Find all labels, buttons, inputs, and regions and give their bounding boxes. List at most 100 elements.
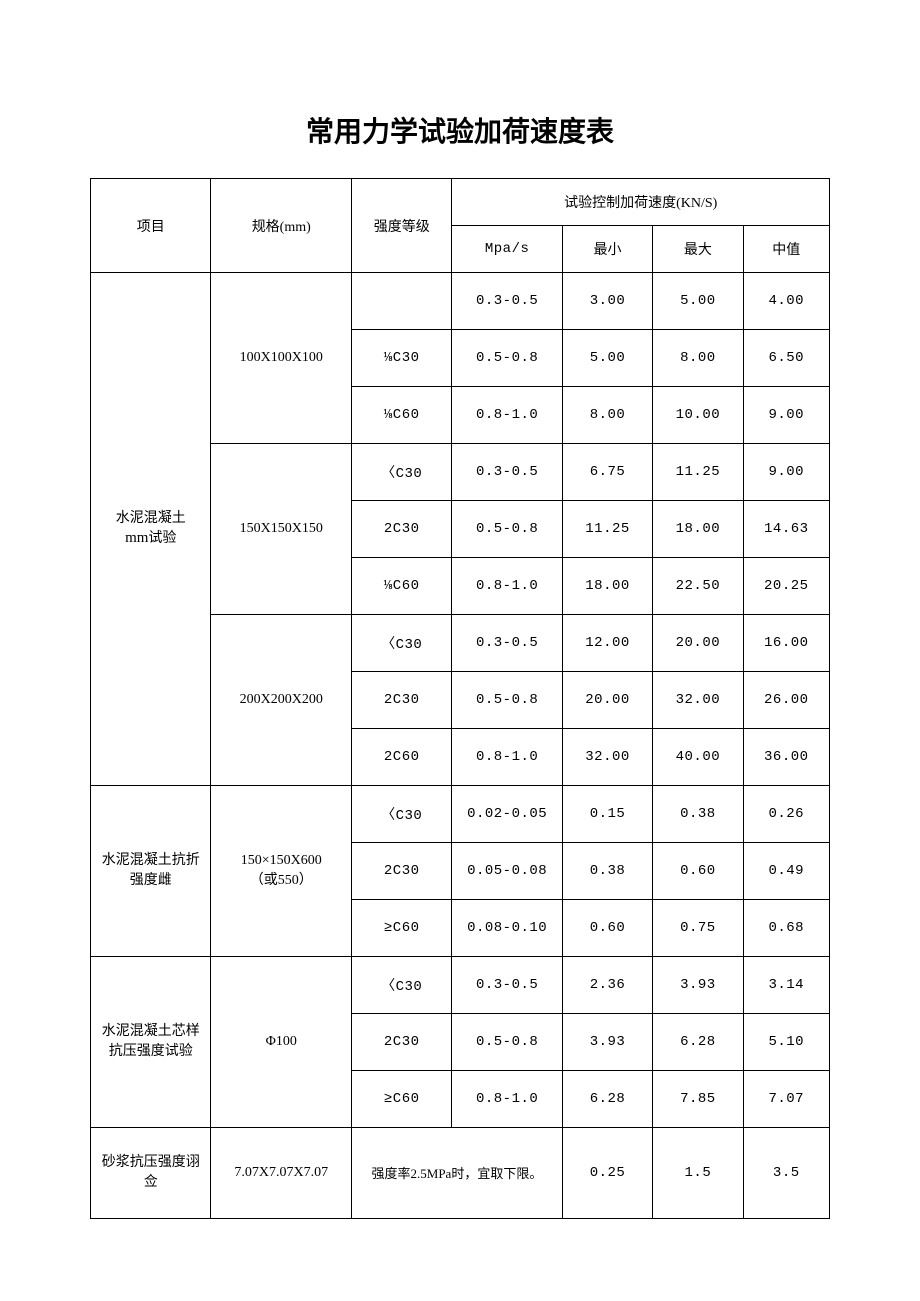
min-cell: 0.38 — [562, 843, 652, 900]
header-project: 项目 — [91, 179, 211, 273]
mid-cell: 9.00 — [743, 387, 829, 444]
mid-cell: 6.50 — [743, 330, 829, 387]
mid-cell: 3.5 — [743, 1128, 829, 1219]
max-cell: 20.00 — [653, 615, 743, 672]
min-cell: 0.60 — [562, 900, 652, 957]
header-speed-group: 试验控制加荷速度(KN/S) — [452, 179, 830, 226]
max-cell: 0.75 — [653, 900, 743, 957]
grade-cell: ≥C60 — [352, 1071, 452, 1128]
min-cell: 8.00 — [562, 387, 652, 444]
header-mid: 中值 — [743, 226, 829, 273]
grade-cell: ⅛C60 — [352, 558, 452, 615]
max-cell: 1.5 — [653, 1128, 743, 1219]
max-cell: 5.00 — [653, 273, 743, 330]
grade-cell: 2C30 — [352, 843, 452, 900]
min-cell: 20.00 — [562, 672, 652, 729]
mid-cell: 0.68 — [743, 900, 829, 957]
mpa-cell: 0.3-0.5 — [452, 273, 562, 330]
grade-cell: 〈C30 — [352, 444, 452, 501]
header-mpa: Mpa/s — [452, 226, 562, 273]
project-cell: 水泥混凝土抗折强度雌 — [91, 786, 211, 957]
spec-cell: 150×150X600（或550） — [211, 786, 352, 957]
grade-cell: 2C30 — [352, 1014, 452, 1071]
mid-cell: 4.00 — [743, 273, 829, 330]
max-cell: 22.50 — [653, 558, 743, 615]
grade-cell: ⅛C60 — [352, 387, 452, 444]
min-cell: 3.00 — [562, 273, 652, 330]
document-page: 常用力学试验加荷速度表 项目规格(mm)强度等级试验控制加荷速度(KN/S)Mp… — [0, 0, 920, 1279]
min-cell: 3.93 — [562, 1014, 652, 1071]
header-grade: 强度等级 — [352, 179, 452, 273]
min-cell: 0.15 — [562, 786, 652, 843]
grade-cell: 2C60 — [352, 729, 452, 786]
grade-cell: 〈C30 — [352, 786, 452, 843]
mid-cell: 36.00 — [743, 729, 829, 786]
max-cell: 6.28 — [653, 1014, 743, 1071]
mid-cell: 0.49 — [743, 843, 829, 900]
grade-cell: ⅛C30 — [352, 330, 452, 387]
mpa-cell: 0.5-0.8 — [452, 672, 562, 729]
spec-cell: 100X100X100 — [211, 273, 352, 444]
mpa-cell: 0.05-0.08 — [452, 843, 562, 900]
max-cell: 10.00 — [653, 387, 743, 444]
min-cell: 0.25 — [562, 1128, 652, 1219]
page-title: 常用力学试验加荷速度表 — [90, 110, 830, 150]
max-cell: 3.93 — [653, 957, 743, 1014]
mpa-cell: 0.8-1.0 — [452, 558, 562, 615]
min-cell: 32.00 — [562, 729, 652, 786]
spec-cell: 7.07X7.07X7.07 — [211, 1128, 352, 1219]
max-cell: 7.85 — [653, 1071, 743, 1128]
loading-speed-table: 项目规格(mm)强度等级试验控制加荷速度(KN/S)Mpa/s最小最大中值水泥混… — [90, 178, 830, 1219]
max-cell: 0.38 — [653, 786, 743, 843]
grade-cell: 2C30 — [352, 672, 452, 729]
mid-cell: 0.26 — [743, 786, 829, 843]
mid-cell: 16.00 — [743, 615, 829, 672]
project-cell: 水泥混凝土mm试验 — [91, 273, 211, 786]
mpa-cell: 0.8-1.0 — [452, 729, 562, 786]
mpa-cell: 0.3-0.5 — [452, 444, 562, 501]
mid-cell: 26.00 — [743, 672, 829, 729]
min-cell: 5.00 — [562, 330, 652, 387]
mpa-cell: 0.3-0.5 — [452, 957, 562, 1014]
min-cell: 6.28 — [562, 1071, 652, 1128]
min-cell: 6.75 — [562, 444, 652, 501]
mid-cell: 9.00 — [743, 444, 829, 501]
mpa-cell: 0.8-1.0 — [452, 1071, 562, 1128]
grade-cell: 〈C30 — [352, 957, 452, 1014]
project-cell: 砂浆抗压强度诩佥 — [91, 1128, 211, 1219]
project-cell: 水泥混凝土芯样抗压强度试验 — [91, 957, 211, 1128]
min-cell: 18.00 — [562, 558, 652, 615]
max-cell: 32.00 — [653, 672, 743, 729]
spec-cell: Φ100 — [211, 957, 352, 1128]
mid-cell: 7.07 — [743, 1071, 829, 1128]
min-cell: 11.25 — [562, 501, 652, 558]
grade-cell: 2C30 — [352, 501, 452, 558]
mid-cell: 5.10 — [743, 1014, 829, 1071]
mpa-cell: 0.5-0.8 — [452, 501, 562, 558]
grade-cell — [352, 273, 452, 330]
mpa-cell: 0.5-0.8 — [452, 330, 562, 387]
grade-cell: 〈C30 — [352, 615, 452, 672]
header-spec: 规格(mm) — [211, 179, 352, 273]
spec-cell: 150X150X150 — [211, 444, 352, 615]
max-cell: 11.25 — [653, 444, 743, 501]
mpa-cell: 0.3-0.5 — [452, 615, 562, 672]
header-max: 最大 — [653, 226, 743, 273]
header-min: 最小 — [562, 226, 652, 273]
mid-cell: 14.63 — [743, 501, 829, 558]
mpa-cell: 0.5-0.8 — [452, 1014, 562, 1071]
mpa-cell: 0.8-1.0 — [452, 387, 562, 444]
max-cell: 0.60 — [653, 843, 743, 900]
mid-cell: 3.14 — [743, 957, 829, 1014]
mpa-cell: 0.02-0.05 — [452, 786, 562, 843]
min-cell: 12.00 — [562, 615, 652, 672]
max-cell: 8.00 — [653, 330, 743, 387]
max-cell: 18.00 — [653, 501, 743, 558]
note-cell: 强度率2.5MPa时，宜取下限。 — [352, 1128, 563, 1219]
mid-cell: 20.25 — [743, 558, 829, 615]
spec-cell: 200X200X200 — [211, 615, 352, 786]
min-cell: 2.36 — [562, 957, 652, 1014]
grade-cell: ≥C60 — [352, 900, 452, 957]
mpa-cell: 0.08-0.10 — [452, 900, 562, 957]
max-cell: 40.00 — [653, 729, 743, 786]
